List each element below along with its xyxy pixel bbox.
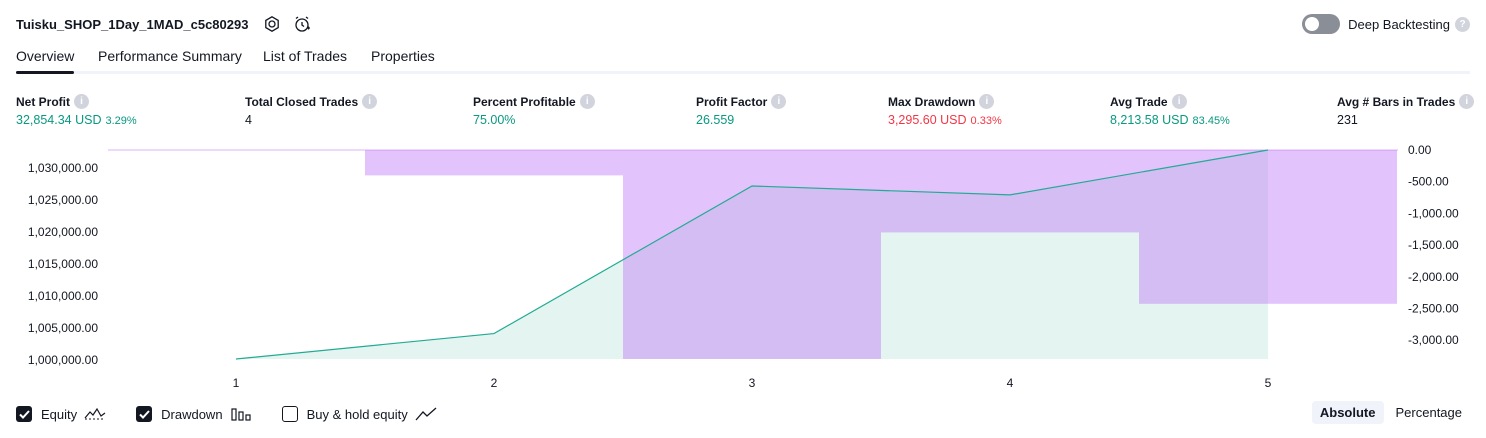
alert-clock-icon[interactable] [292, 14, 312, 34]
drawdown-checkbox[interactable]: Drawdown [136, 406, 251, 422]
info-icon[interactable]: i [74, 94, 89, 109]
metric-value: 75.00% [473, 113, 516, 127]
buy-hold-label: Buy & hold equity [306, 406, 408, 422]
metric-label: Net Profit [16, 94, 70, 109]
y-right-tick-label: -2,500.00 [1408, 302, 1459, 316]
y-left-tick-label: 1,010,000.00 [28, 289, 98, 303]
info-icon[interactable]: i [579, 94, 595, 109]
checkbox-checked[interactable] [136, 406, 153, 422]
info-icon[interactable]: i [362, 94, 378, 109]
metric-value: 231 [1337, 113, 1358, 127]
y-right-tick-label: -3,000.00 [1408, 333, 1459, 347]
metric-label: Max Drawdown [888, 94, 976, 109]
metric-value: 3,295.60 USD [888, 113, 967, 127]
x-tick-label: 3 [749, 376, 756, 390]
y-left-tick-label: 1,000,000.00 [28, 353, 98, 367]
y-right-tick-label: -1,000.00 [1408, 206, 1459, 220]
y-left-tick-label: 1,025,000.00 [28, 193, 98, 207]
mode-percentage[interactable]: Percentage [1395, 405, 1463, 420]
buy-hold-line-icon [415, 406, 437, 422]
equity-drawdown-chart[interactable]: 1,030,000.00 1,025,000.00 1,020,000.00 1,01… [0, 140, 1486, 395]
metric-percent: 3.29% [105, 115, 137, 127]
x-tick-label: 2 [491, 376, 498, 390]
tab-bar: Overview Performance Summary List of Tra… [16, 48, 1470, 74]
drawdown-bar [365, 150, 623, 176]
x-tick-label: 5 [1265, 376, 1272, 390]
metric-value: 4 [245, 113, 252, 127]
info-icon[interactable]: i [1459, 94, 1475, 109]
chart-legend-controls: Equity Drawdown Buy & hold equity [16, 404, 467, 424]
metric-profit-factor: Profit Factor i 26.559 [696, 94, 787, 127]
metric-value: 32,854.34 USD [16, 113, 102, 127]
tab-bar-divider [16, 71, 1470, 74]
metric-percent: 83.45% [1192, 115, 1230, 127]
metric-total-closed-trades: Total Closed Trades i 4 [245, 94, 378, 127]
y-right-tick-label: -1,500.00 [1408, 238, 1459, 252]
y-left-tick-label: 1,015,000.00 [28, 257, 98, 271]
metric-net-profit: Net Profit i 32,854.34 USD 3.29% [16, 94, 137, 127]
drawdown-bar [881, 150, 1139, 233]
info-icon[interactable]: i [771, 94, 787, 109]
y-right-tick-label: -500.00 [1408, 175, 1449, 189]
tab-performance-summary[interactable]: Performance Summary [98, 48, 242, 64]
info-icon[interactable]: i [979, 94, 995, 109]
drawdown-bars-icon [230, 406, 252, 422]
metric-value: 8,213.58 USD [1110, 113, 1189, 127]
chart-mode-switch: Absolute Percentage [1308, 401, 1470, 424]
metric-label: Profit Factor [696, 94, 768, 109]
mode-absolute[interactable]: Absolute [1311, 401, 1384, 424]
y-right-tick-label: 0.00 [1408, 143, 1432, 157]
toggle-knob [1305, 17, 1320, 31]
tab-overview[interactable]: Overview [16, 48, 75, 74]
checkbox-checked[interactable] [16, 406, 32, 422]
metric-label: Avg # Bars in Trades [1337, 94, 1456, 109]
deep-backtesting-label: Deep Backtesting [1348, 16, 1450, 32]
drawdown-label: Drawdown [161, 406, 223, 422]
tab-properties[interactable]: Properties [371, 48, 435, 64]
equity-area [236, 150, 1268, 359]
y-left-tick-label: 1,020,000.00 [28, 225, 98, 239]
metric-avg-trade: Avg Trade i 8,213.58 USD 83.45% [1110, 94, 1230, 127]
metric-avg-bars-in-trades: Avg # Bars in Trades i 231 [1337, 94, 1475, 127]
buy-hold-checkbox[interactable]: Buy & hold equity [281, 406, 437, 422]
settings-icon[interactable] [262, 14, 282, 34]
deep-backtesting-toggle[interactable] [1302, 14, 1341, 34]
metric-percent-profitable: Percent Profitable i 75.00% [473, 94, 595, 127]
strategy-title: Tuisku_SHOP_1Day_1MAD_c5c80293 [16, 16, 249, 32]
y-left-tick-label: 1,030,000.00 [28, 161, 98, 175]
equity-line-icon [84, 406, 106, 422]
metric-label: Avg Trade [1110, 94, 1168, 109]
metric-max-drawdown: Max Drawdown i 3,295.60 USD 0.33% [888, 94, 1002, 127]
tab-list-of-trades[interactable]: List of Trades [263, 48, 348, 64]
drawdown-bar [1139, 150, 1397, 304]
metric-label: Total Closed Trades [245, 94, 359, 109]
deep-backtesting: Deep Backtesting ? [1302, 13, 1470, 35]
checkbox-unchecked[interactable] [281, 406, 298, 422]
info-icon[interactable]: i [1171, 94, 1187, 109]
y-left-tick-label: 1,005,000.00 [28, 321, 98, 335]
metric-percent: 0.33% [970, 115, 1002, 127]
x-tick-label: 4 [1007, 376, 1014, 390]
equity-line [235, 149, 1269, 360]
x-tick-label: 1 [233, 376, 240, 390]
drawdown-bar [623, 150, 881, 359]
y-right-tick-label: -2,000.00 [1408, 270, 1459, 284]
metric-label: Percent Profitable [473, 94, 576, 109]
strategy-header: Tuisku_SHOP_1Day_1MAD_c5c80293 [16, 13, 312, 35]
equity-label: Equity [41, 406, 78, 422]
equity-checkbox[interactable]: Equity [16, 406, 106, 422]
help-icon[interactable]: ? [1455, 16, 1470, 32]
metric-value: 26.559 [696, 113, 735, 127]
